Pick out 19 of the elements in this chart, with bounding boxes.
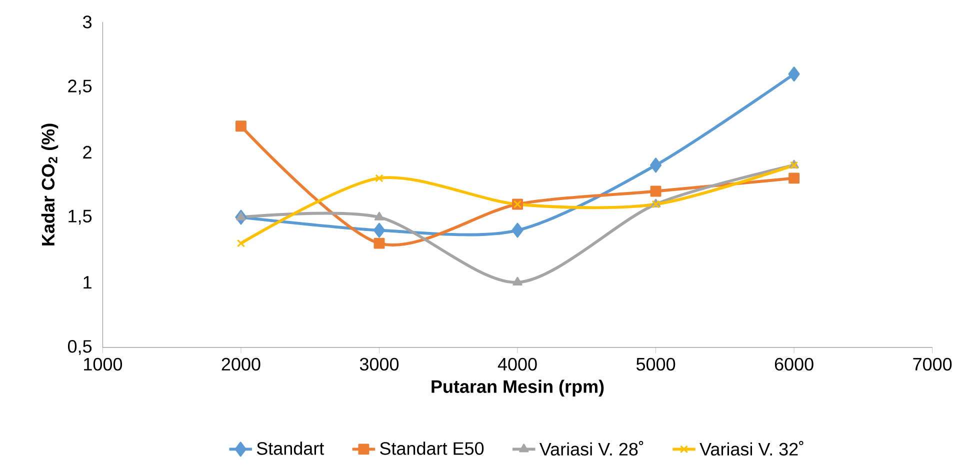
y-tick-label: 2,5 — [68, 80, 92, 94]
legend-label: Standart E50 — [380, 442, 484, 455]
y-tick-label: 2 — [83, 146, 92, 158]
y-tick-label: 1 — [84, 276, 92, 288]
legend-label: Variasi V. 32˚ — [700, 440, 804, 456]
x-tick-label: 7000 — [913, 358, 952, 371]
x-tick-label: 1000 — [84, 358, 122, 371]
x-tick-label: 4000 — [498, 358, 537, 371]
x-tick-label: 2000 — [222, 358, 260, 371]
y-axis-title: Kadar CO$_{2}$ (%) — [41, 124, 58, 246]
y-tick-label: 3 — [82, 16, 92, 28]
x-tick-label: 3000 — [360, 358, 399, 371]
legend-label: Standart — [256, 442, 324, 455]
y-tick-label: 0,5 — [68, 340, 92, 355]
legend-label: Variasi V. 28˚ — [539, 440, 644, 456]
x-tick-label: 6000 — [774, 358, 814, 371]
y-tick-label: 1,5 — [68, 210, 92, 225]
x-tick-label: 5000 — [636, 358, 676, 371]
x-axis-title: Putaran Mesin (rpm) — [432, 380, 604, 396]
